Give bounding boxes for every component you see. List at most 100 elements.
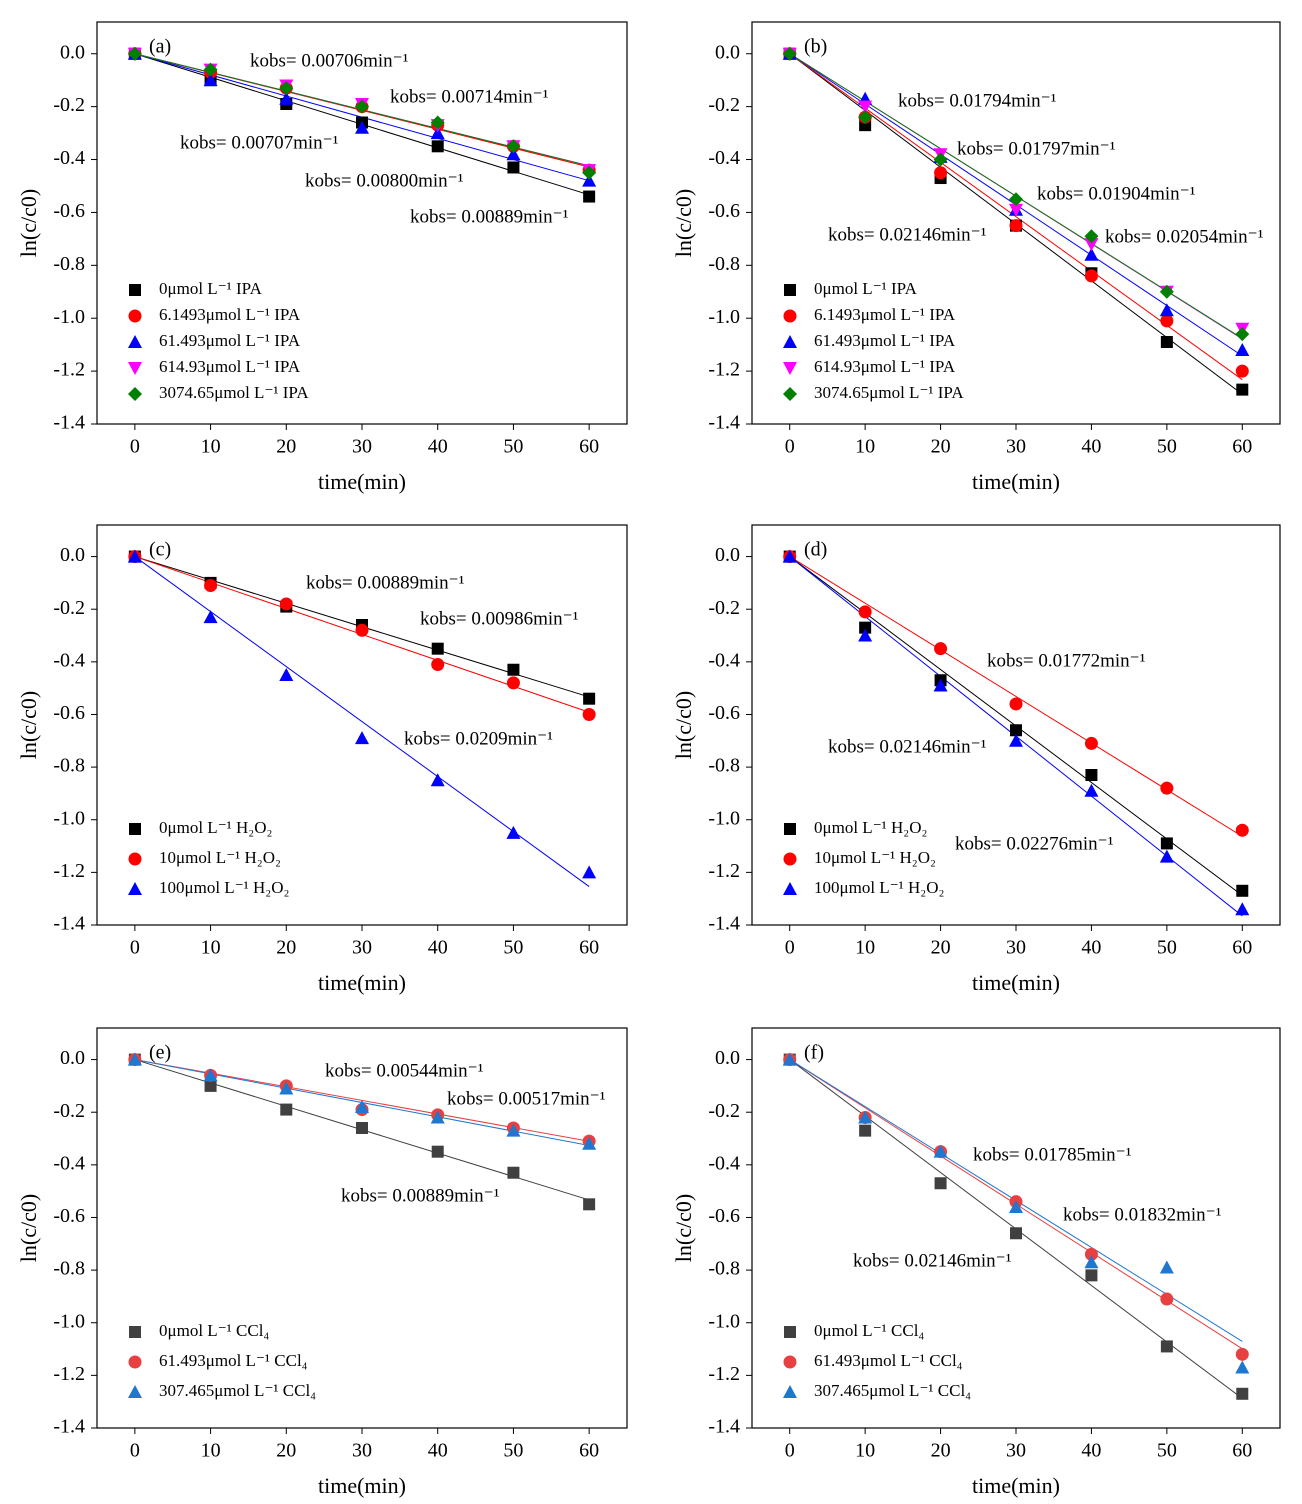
marker — [1159, 303, 1174, 317]
x-tick-label: 30 — [1006, 1440, 1026, 1462]
y-tick-label: -1.2 — [708, 860, 740, 882]
x-tick-label: 60 — [1232, 436, 1252, 458]
x-tick-label: 40 — [1081, 436, 1101, 458]
y-tick-label: -0.8 — [53, 253, 85, 275]
legend-label: 614.93μmol L⁻¹ IPA — [159, 357, 301, 376]
annotation: kobs= 0.00517min⁻¹ — [447, 1088, 606, 1109]
marker — [430, 1110, 445, 1124]
marker — [583, 692, 596, 705]
marker — [582, 865, 597, 879]
marker — [1009, 192, 1023, 207]
y-tick-label: -0.6 — [708, 200, 740, 222]
x-tick-label: 40 — [428, 1440, 448, 1462]
annotation: kobs= 0.01785min⁻¹ — [973, 1144, 1132, 1165]
x-tick-label: 40 — [1081, 937, 1101, 959]
y-tick-label: -1.0 — [53, 807, 85, 829]
y-axis-label: ln(c/c0) — [671, 1194, 696, 1262]
x-tick-label: 10 — [201, 436, 221, 458]
marker — [1160, 1292, 1174, 1306]
y-tick-label: -0.8 — [53, 1258, 85, 1280]
fit-line — [789, 556, 1243, 837]
marker — [127, 1052, 142, 1066]
annotation: kobs= 0.00800min⁻¹ — [305, 170, 464, 191]
panel: 0.0 -0.2 -0.4 -0.6 -0.8 -1.0 -1.2 -1.4 0 10 20 30 40… — [671, 524, 1281, 995]
y-tick-label: 0.0 — [60, 544, 85, 566]
marker — [355, 99, 369, 114]
y-tick-label: -0.2 — [53, 94, 85, 116]
marker — [1084, 269, 1098, 283]
marker — [859, 1124, 872, 1137]
x-tick-label: 60 — [1232, 1440, 1252, 1462]
x-axis-label: time(min) — [972, 1473, 1060, 1498]
y-tick-label: -1.2 — [708, 359, 740, 381]
x-tick-label: 10 — [201, 937, 221, 959]
marker — [859, 621, 872, 634]
marker — [1160, 336, 1173, 349]
marker — [934, 1177, 947, 1190]
marker — [782, 549, 797, 563]
marker — [1235, 902, 1250, 916]
marker — [431, 140, 444, 153]
y-tick-label: -0.2 — [708, 597, 740, 619]
legend-marker — [129, 823, 141, 835]
legend-label: 100μmol L⁻¹ H₂O₂ — [814, 878, 944, 897]
y-axis-label: ln(c/c0) — [16, 189, 41, 257]
legend-marker — [784, 1326, 796, 1338]
y-tick-label: -0.4 — [53, 147, 85, 169]
fit-line — [134, 556, 590, 887]
marker — [858, 100, 873, 114]
y-tick-label: -1.2 — [708, 1363, 740, 1385]
x-tick-label: 40 — [428, 937, 448, 959]
legend-label: 10μmol L⁻¹ H₂O₂ — [159, 848, 281, 867]
x-tick-label: 20 — [931, 937, 951, 959]
y-tick-label: -0.6 — [53, 702, 85, 724]
marker — [1009, 219, 1023, 233]
marker — [1236, 383, 1249, 396]
marker — [933, 1144, 948, 1158]
x-tick-label: 10 — [201, 1440, 221, 1462]
marker — [506, 139, 521, 154]
marker — [1009, 203, 1023, 217]
legend-label: 0μmol L⁻¹ CCl₄ — [814, 1321, 924, 1340]
marker — [1235, 1347, 1249, 1361]
y-tick-label: 0.0 — [715, 1047, 740, 1069]
panel: 0.0 -0.2 -0.4 -0.6 -0.8 -1.0 -1.2 -1.4 0 10 20 30 40… — [671, 1027, 1281, 1498]
marker — [355, 1099, 369, 1113]
marker — [1009, 1199, 1023, 1213]
annotation: kobs= 0.00706min⁻¹ — [250, 50, 409, 71]
legend-label: 0μmol L⁻¹ IPA — [159, 279, 263, 298]
marker — [430, 773, 445, 787]
legend-label: 61.493μmol L⁻¹ CCl₄ — [159, 1351, 308, 1370]
legend-marker — [128, 852, 142, 866]
marker — [1236, 1387, 1249, 1400]
x-tick-label: 50 — [503, 1440, 523, 1462]
x-axis-label: time(min) — [318, 1473, 406, 1498]
x-tick-label: 40 — [428, 436, 448, 458]
marker — [1235, 342, 1250, 356]
y-tick-label: -1.2 — [53, 359, 85, 381]
x-tick-label: 20 — [276, 436, 296, 458]
legend-label: 0μmol L⁻¹ H₂O₂ — [814, 818, 927, 837]
y-tick-label: -1.4 — [53, 412, 85, 434]
marker — [430, 115, 445, 130]
annotation: kobs= 0.00889min⁻¹ — [341, 1185, 500, 1206]
y-tick-label: -1.2 — [53, 1363, 85, 1385]
annotation: kobs= 0.02054min⁻¹ — [1105, 226, 1264, 247]
marker — [204, 1079, 217, 1092]
marker — [1160, 1340, 1173, 1353]
marker — [279, 1081, 294, 1095]
x-tick-label: 0 — [785, 937, 795, 959]
marker — [355, 623, 369, 637]
legend-label: 61.493μmol L⁻¹ CCl₄ — [814, 1351, 963, 1370]
marker — [127, 549, 142, 563]
marker — [1159, 849, 1174, 863]
legend-label: 3074.65μmol L⁻¹ IPA — [814, 383, 964, 402]
marker — [858, 628, 873, 642]
legend-label: 3074.65μmol L⁻¹ IPA — [159, 383, 309, 402]
x-tick-label: 0 — [130, 1440, 140, 1462]
marker — [933, 678, 948, 692]
y-tick-label: -0.6 — [53, 200, 85, 222]
x-tick-label: 20 — [931, 1440, 951, 1462]
marker — [507, 663, 520, 676]
marker — [279, 597, 293, 611]
